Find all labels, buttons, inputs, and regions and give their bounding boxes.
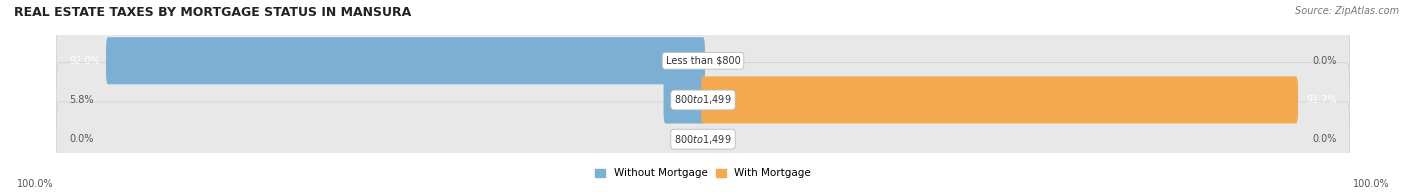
- FancyBboxPatch shape: [56, 63, 1350, 137]
- Text: 100.0%: 100.0%: [17, 179, 53, 189]
- Text: Source: ZipAtlas.com: Source: ZipAtlas.com: [1295, 6, 1399, 16]
- FancyBboxPatch shape: [105, 37, 704, 84]
- Text: $800 to $1,499: $800 to $1,499: [675, 93, 731, 106]
- Text: Less than $800: Less than $800: [665, 56, 741, 66]
- Text: 0.0%: 0.0%: [1312, 56, 1337, 66]
- FancyBboxPatch shape: [56, 102, 1350, 176]
- Text: 5.8%: 5.8%: [69, 95, 94, 105]
- FancyBboxPatch shape: [56, 24, 1350, 98]
- Text: 100.0%: 100.0%: [1353, 179, 1389, 189]
- FancyBboxPatch shape: [664, 76, 704, 123]
- FancyBboxPatch shape: [702, 76, 1298, 123]
- Text: REAL ESTATE TAXES BY MORTGAGE STATUS IN MANSURA: REAL ESTATE TAXES BY MORTGAGE STATUS IN …: [14, 6, 412, 19]
- Text: 0.0%: 0.0%: [1312, 134, 1337, 144]
- Text: $800 to $1,499: $800 to $1,499: [675, 133, 731, 146]
- Text: 92.0%: 92.0%: [69, 56, 100, 66]
- Text: 0.0%: 0.0%: [69, 134, 94, 144]
- Legend: Without Mortgage, With Mortgage: Without Mortgage, With Mortgage: [595, 168, 811, 178]
- Text: 91.7%: 91.7%: [1306, 95, 1337, 105]
